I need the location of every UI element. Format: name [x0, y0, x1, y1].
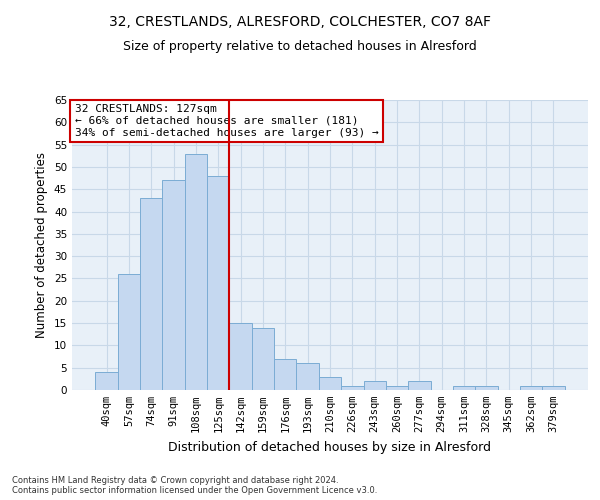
Bar [140, 198, 163, 390]
Bar [185, 154, 207, 390]
Bar [95, 372, 118, 390]
Bar [274, 359, 296, 390]
X-axis label: Distribution of detached houses by size in Alresford: Distribution of detached houses by size … [169, 440, 491, 454]
Text: 32 CRESTLANDS: 127sqm
← 66% of detached houses are smaller (181)
34% of semi-det: 32 CRESTLANDS: 127sqm ← 66% of detached … [74, 104, 379, 138]
Bar [341, 386, 364, 390]
Bar [408, 381, 431, 390]
Bar [364, 381, 386, 390]
Bar [207, 176, 229, 390]
Bar [520, 386, 542, 390]
Text: Size of property relative to detached houses in Alresford: Size of property relative to detached ho… [123, 40, 477, 53]
Bar [296, 363, 319, 390]
Bar [229, 323, 252, 390]
Text: Contains HM Land Registry data © Crown copyright and database right 2024.
Contai: Contains HM Land Registry data © Crown c… [12, 476, 377, 495]
Bar [118, 274, 140, 390]
Bar [542, 386, 565, 390]
Bar [163, 180, 185, 390]
Bar [475, 386, 497, 390]
Y-axis label: Number of detached properties: Number of detached properties [35, 152, 49, 338]
Bar [319, 376, 341, 390]
Bar [386, 386, 408, 390]
Bar [453, 386, 475, 390]
Text: 32, CRESTLANDS, ALRESFORD, COLCHESTER, CO7 8AF: 32, CRESTLANDS, ALRESFORD, COLCHESTER, C… [109, 15, 491, 29]
Bar [252, 328, 274, 390]
